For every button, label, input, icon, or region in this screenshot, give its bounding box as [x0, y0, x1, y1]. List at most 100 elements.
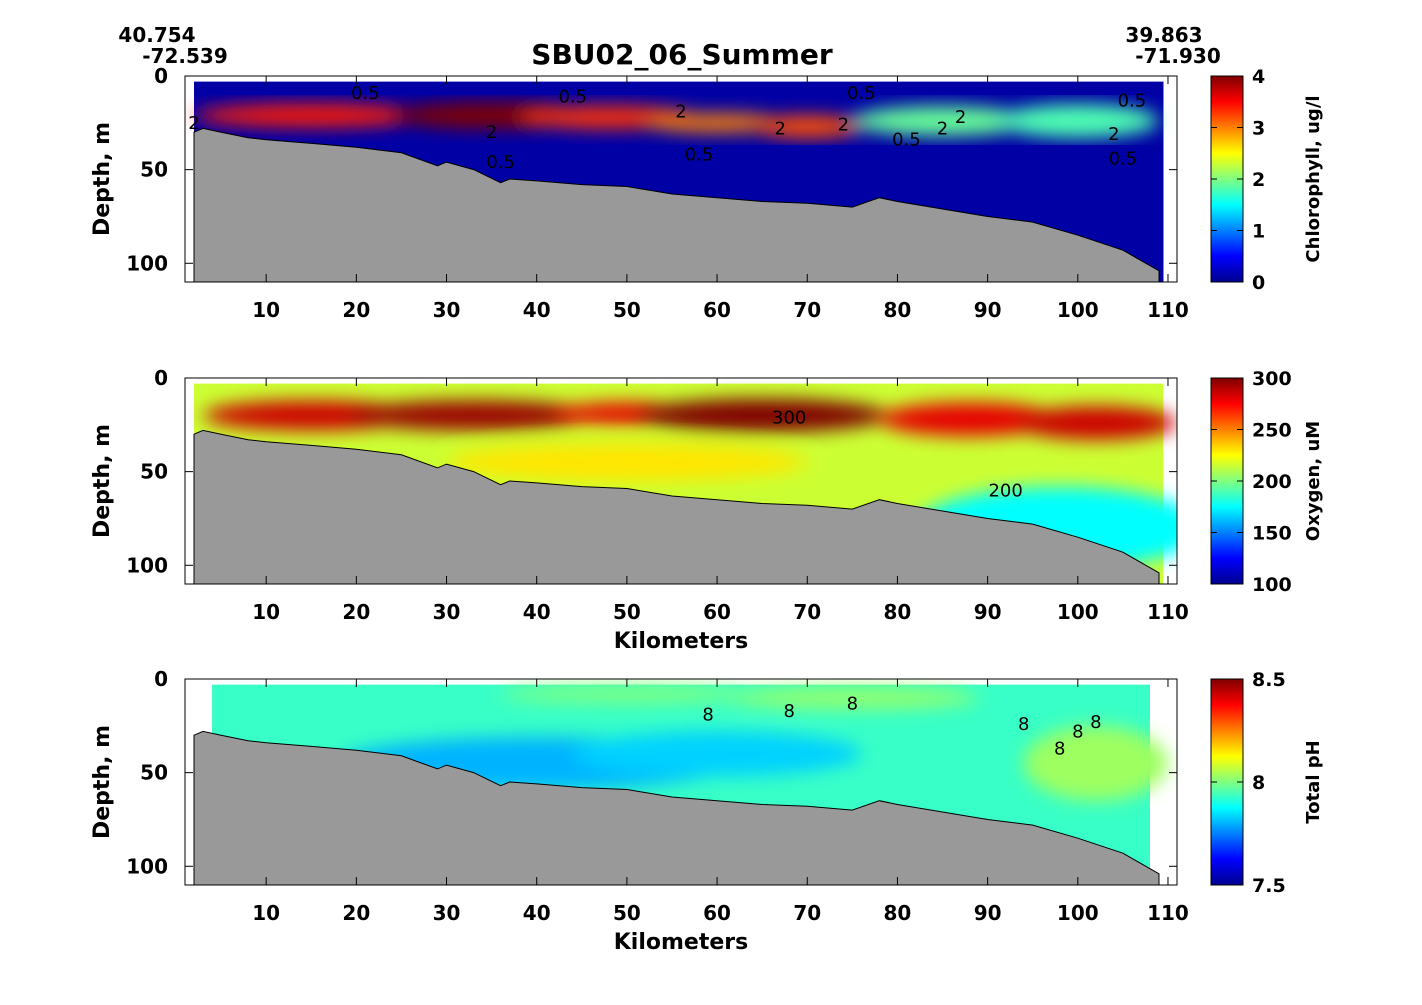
- field-feature: [572, 731, 862, 777]
- colorbar-tick-label: 300: [1252, 368, 1292, 390]
- contour-label: 0.5: [847, 83, 876, 104]
- contour-label: 300: [772, 407, 806, 428]
- bathymetry-seafloor: [193, 429, 1160, 584]
- x-tick-label: 30: [433, 298, 461, 322]
- x-tick-label: 50: [613, 298, 641, 322]
- x-tick-label: 10: [252, 298, 280, 322]
- x-tick-label: 10: [252, 600, 280, 624]
- x-tick-label: 30: [433, 600, 461, 624]
- contour-label: 8: [783, 701, 794, 722]
- colorbar-tick-label: 8.5: [1252, 669, 1286, 691]
- x-tick-label: 80: [884, 901, 912, 925]
- colorbar-tick-label: 150: [1252, 523, 1292, 545]
- contour-label: 2: [188, 113, 199, 134]
- y-axis-label: Depth, m: [90, 424, 115, 538]
- field-feature: [446, 443, 808, 481]
- x-tick-label: 60: [703, 298, 731, 322]
- contour-label: 8: [1054, 738, 1065, 759]
- field-features: [194, 102, 1159, 138]
- contour-label: 2: [774, 118, 785, 139]
- field-feature: [1023, 725, 1168, 801]
- x-tick-label: 70: [793, 901, 821, 925]
- x-tick-label: 100: [1057, 901, 1099, 925]
- contour-label: 0.5: [351, 83, 380, 104]
- contour-label: 200: [988, 480, 1022, 501]
- y-axis-label: Depth, m: [90, 725, 115, 839]
- x-tick-label: 50: [613, 600, 641, 624]
- field-feature: [194, 104, 429, 127]
- colorbar-tick-label: 4: [1252, 66, 1265, 88]
- y-tick-label: 50: [140, 158, 168, 182]
- x-tick-label: 110: [1147, 298, 1189, 322]
- x-axis-label: Kilometers: [614, 930, 748, 955]
- start-latitude: 40.754: [118, 23, 195, 47]
- x-tick-label: 100: [1057, 298, 1099, 322]
- colorbar-tick-label: 8: [1252, 772, 1265, 794]
- x-tick-label: 80: [884, 298, 912, 322]
- x-tick-label: 90: [974, 600, 1002, 624]
- field-features: [338, 684, 1168, 801]
- contour-label: 2: [937, 118, 948, 139]
- field-feature: [879, 402, 1060, 437]
- colorbar-tick-label: 7.5: [1252, 875, 1286, 897]
- x-tick-label: 20: [342, 600, 370, 624]
- contour-label: 0.5: [558, 87, 587, 108]
- x-tick-label: 70: [793, 600, 821, 624]
- axes-frame: [184, 75, 1178, 283]
- contour-label: 0.5: [685, 145, 714, 166]
- colorbar-tick-label: 200: [1252, 471, 1292, 493]
- colorbar-label: Total pH: [1303, 740, 1324, 823]
- axes-frame: [184, 377, 1178, 585]
- field-feature: [726, 686, 979, 709]
- end-longitude: -71.930: [1135, 44, 1220, 68]
- contour-label: 8: [702, 705, 713, 726]
- start-longitude: -72.539: [142, 44, 227, 68]
- x-tick-label: 20: [342, 298, 370, 322]
- x-axis-label: Kilometers: [614, 629, 748, 654]
- y-tick-label: 0: [154, 64, 168, 88]
- y-tick-label: 0: [154, 667, 168, 691]
- x-tick-label: 70: [793, 298, 821, 322]
- axes-frame: [184, 678, 1178, 886]
- x-tick-label: 40: [523, 901, 551, 925]
- field-features: [203, 398, 1177, 570]
- contour-label: 2: [1108, 124, 1119, 145]
- x-tick-label: 10: [252, 901, 280, 925]
- x-tick-label: 40: [523, 298, 551, 322]
- colorbar-tick-label: 100: [1252, 574, 1292, 596]
- bathymetry-seafloor: [193, 127, 1160, 282]
- x-tick-label: 60: [703, 901, 731, 925]
- contour-label: 2: [675, 102, 686, 123]
- oxygen-panel: 300 200 10 20 30 40 50 60 70 80 90 100 110 0 50 100 Dept…: [90, 366, 1324, 654]
- colorbar-tick-label: 250: [1252, 420, 1292, 442]
- x-tick-label: 80: [884, 600, 912, 624]
- y-tick-label: 100: [126, 854, 168, 878]
- contour-label: 2: [955, 107, 966, 128]
- colorbar-label: Oxygen, uM: [1303, 421, 1324, 541]
- field-feature: [753, 115, 862, 138]
- field-feature: [852, 105, 1033, 136]
- contour-label: 2: [486, 122, 497, 143]
- y-axis-label: Depth, m: [90, 122, 115, 236]
- end-latitude: 39.863: [1125, 23, 1202, 47]
- x-tick-label: 100: [1057, 600, 1099, 624]
- x-tick-label: 40: [523, 600, 551, 624]
- colorbar-tick-label: 0: [1252, 272, 1265, 294]
- contour-label: 8: [1072, 721, 1083, 742]
- bathymetry-seafloor: [193, 730, 1160, 885]
- x-tick-label: 20: [342, 901, 370, 925]
- data-field: 0.5 0.5 0.5 0.50.5 0.50.50.52 222 2 222: [188, 81, 1164, 282]
- contour-label: 2: [838, 115, 849, 136]
- x-tick-label: 110: [1147, 901, 1189, 925]
- contour-label: 0.5: [892, 130, 921, 151]
- y-tick-label: 0: [154, 366, 168, 390]
- colorbar-tick-label: 2: [1252, 169, 1265, 191]
- colorbar-label: Chlorophyll, ug/l: [1303, 95, 1324, 262]
- field-feature: [635, 398, 889, 433]
- field-feature: [644, 113, 790, 133]
- y-tick-label: 100: [126, 251, 168, 275]
